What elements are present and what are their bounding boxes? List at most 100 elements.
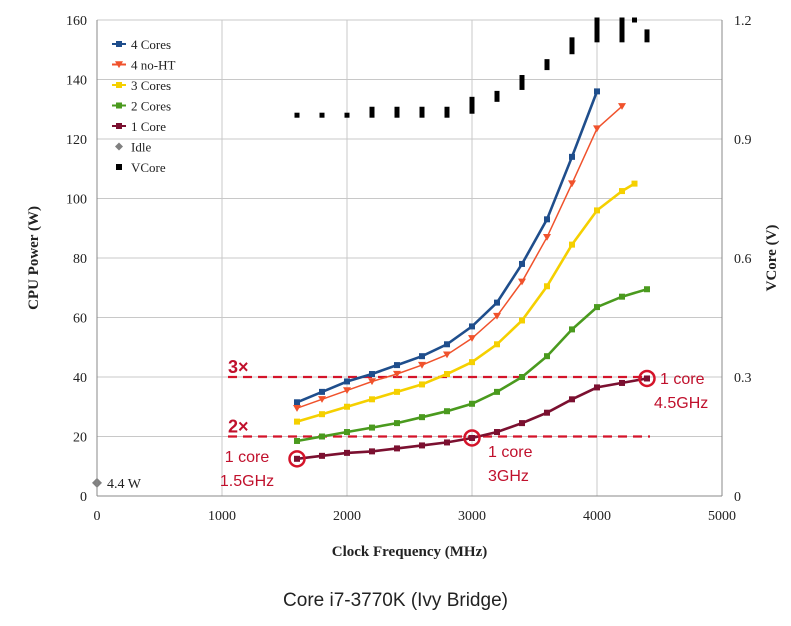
data-point	[469, 359, 475, 366]
data-point	[419, 442, 425, 449]
series-line	[296, 182, 636, 423]
data-point	[393, 370, 401, 378]
data-point	[294, 437, 300, 444]
vcore-point	[632, 17, 637, 23]
vcore-series	[294, 17, 650, 118]
data-point	[593, 125, 601, 133]
data-point	[468, 335, 476, 342]
legend: 4 Cores 4 no-HT 3 Cores 2 Cores 1 Core Idle VC…	[112, 37, 175, 175]
data-point	[319, 452, 325, 459]
data-point	[469, 323, 475, 330]
legend-label: VCore	[131, 160, 166, 175]
y-tick-label: 120	[66, 133, 87, 148]
x-tick-label: 5000	[708, 509, 736, 524]
data-point	[418, 361, 426, 369]
data-point	[444, 439, 450, 446]
legend-item-1-core: 1 Core	[112, 119, 166, 134]
y-axis-title: CPU Power (W)	[26, 206, 42, 310]
callout-text: 3GHz	[488, 468, 529, 485]
ref-line-label: 2×	[228, 417, 249, 437]
data-point	[294, 418, 300, 425]
callout-annotations: 1 core 1.5GHz 1 core 3GHz 1 core 4.5GHz	[220, 369, 708, 490]
series-4-cores	[294, 88, 600, 406]
callout-text: 1 core	[225, 449, 270, 466]
data-point	[319, 411, 325, 418]
data-point	[369, 424, 375, 431]
data-point	[293, 405, 301, 412]
data-point	[394, 420, 400, 427]
data-point	[344, 429, 350, 436]
data-point	[343, 387, 351, 394]
legend-swatch-marker	[115, 142, 123, 151]
callout-text: 1 core	[660, 371, 705, 388]
ref-line-label: 3×	[228, 357, 249, 377]
vcore-point	[594, 17, 600, 43]
series-line	[296, 105, 623, 409]
data-point	[543, 233, 551, 241]
data-point	[344, 403, 350, 410]
data-point	[369, 371, 375, 378]
data-point	[494, 341, 500, 348]
data-point	[618, 103, 626, 110]
y2-tick-label: 1.2	[734, 14, 752, 29]
vcore-point	[319, 112, 325, 118]
data-point	[594, 384, 600, 391]
legend-item-vcore: VCore	[116, 160, 166, 175]
legend-label: 4 Cores	[131, 37, 171, 52]
series-4-no-ht	[293, 103, 626, 412]
data-point	[493, 312, 501, 320]
callout-text: 1 core	[488, 444, 533, 461]
y-tick-label: 160	[66, 14, 87, 29]
data-point	[569, 241, 575, 248]
data-point	[419, 353, 425, 360]
data-point	[444, 371, 450, 378]
data-point	[494, 388, 500, 395]
x-tick-label: 0	[94, 509, 101, 524]
data-point	[569, 326, 575, 333]
callout-circle	[463, 429, 481, 447]
data-point	[419, 414, 425, 421]
idle-label: 4.4 W	[107, 477, 142, 492]
legend-item-idle: Idle	[115, 140, 151, 155]
data-point	[318, 396, 326, 403]
callout-text: 1.5GHz	[220, 473, 274, 490]
y2-tick-label: 0.3	[734, 371, 752, 386]
data-point	[519, 374, 525, 380]
data-point	[469, 400, 475, 407]
data-point	[594, 207, 600, 214]
legend-label: Idle	[131, 140, 151, 155]
legend-swatch-marker	[116, 123, 122, 129]
legend-label: 4 no-HT	[131, 58, 175, 73]
vcore-point	[544, 59, 550, 71]
data-point	[294, 455, 300, 462]
data-point	[394, 388, 400, 395]
callout-circle	[288, 450, 306, 468]
data-point	[519, 317, 525, 324]
y-tick-label: 100	[66, 193, 87, 208]
chart-caption: Core i7-3770K (Ivy Bridge)	[283, 590, 508, 611]
reference-lines: 3× 2×	[228, 357, 650, 438]
data-point	[518, 278, 526, 286]
legend-swatch-marker	[116, 102, 122, 109]
vcore-point	[644, 29, 650, 43]
vcore-point	[469, 96, 475, 114]
legend-label: 1 Core	[131, 119, 166, 134]
y-tick-label: 80	[73, 252, 87, 267]
data-point	[544, 353, 550, 360]
data-point	[444, 408, 450, 415]
callout-circle	[638, 369, 656, 388]
legend-label: 2 Cores	[131, 99, 171, 114]
power-series	[293, 88, 650, 462]
data-point	[544, 409, 550, 416]
data-point	[419, 381, 425, 388]
data-point	[594, 304, 600, 311]
data-point	[294, 399, 300, 406]
vcore-point	[294, 112, 300, 118]
series-3-cores	[294, 180, 638, 425]
y2-tick-label: 0.9	[734, 133, 752, 148]
x-tick-label: 4000	[583, 509, 611, 524]
data-point	[594, 88, 600, 95]
vcore-point	[569, 37, 575, 55]
legend-item-4-no-ht: 4 no-HT	[112, 58, 175, 73]
legend-swatch-marker	[115, 61, 123, 69]
